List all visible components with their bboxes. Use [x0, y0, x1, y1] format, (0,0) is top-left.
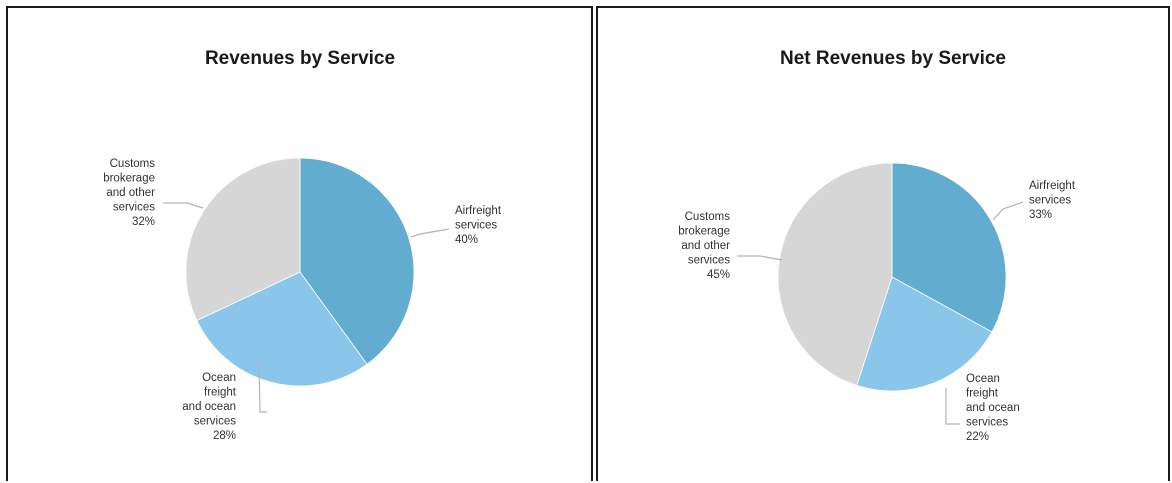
- leader-line-airfreight: [410, 228, 450, 238]
- leader-line-customs: [737, 255, 783, 261]
- slice-label-line: services: [113, 202, 155, 214]
- revenues-pie-chart: Revenues by Service Airfreight services 40…: [103, 48, 502, 442]
- revenues-chart-panel: Revenues by Service Airfreight services 40…: [6, 6, 593, 481]
- slice-label-line: Airfreight: [455, 205, 502, 217]
- slice-label-airfreight: Airfreight services 40%: [455, 205, 502, 246]
- slice-label-line: Ocean: [202, 372, 236, 384]
- slice-label-line: and other: [106, 187, 155, 199]
- chart-title: Net Revenues by Service: [780, 48, 1006, 69]
- leader-line-customs: [163, 202, 204, 209]
- slice-value-label: 40%: [455, 234, 478, 246]
- slice-label-line: services: [966, 417, 1008, 429]
- pie-slice-airfreight: [299, 157, 415, 365]
- slice-label-customs: Customs brokerage and other services 32%: [103, 158, 155, 228]
- chart-title: Revenues by Service: [205, 48, 395, 69]
- net-revenues-pie-chart: Net Revenues by Service Airfreight servic…: [678, 48, 1076, 443]
- slice-value-label: 28%: [213, 430, 236, 442]
- slice-label-line: and ocean: [966, 402, 1020, 414]
- slice-value-label: 45%: [707, 269, 730, 281]
- slice-label-line: and other: [681, 240, 730, 252]
- slice-label-line: services: [194, 416, 236, 428]
- leader-line-airfreight: [992, 201, 1024, 221]
- net-revenues-chart-panel: Net Revenues by Service Airfreight servic…: [596, 6, 1170, 481]
- slice-label-ocean: Ocean freight and ocean services 28%: [182, 372, 237, 442]
- leader-line-ocean: [945, 388, 960, 425]
- pie-slice-ocean: [196, 271, 368, 387]
- slice-label-line: freight: [966, 388, 999, 400]
- slice-label-line: services: [1029, 195, 1071, 207]
- slice-value-label: 22%: [966, 431, 989, 443]
- slice-label-line: brokerage: [678, 226, 730, 238]
- slice-label-line: Customs: [685, 211, 731, 223]
- slice-label-airfreight: Airfreight services 33%: [1029, 180, 1076, 221]
- pie-slice-customs: [185, 157, 301, 322]
- slice-value-label: 33%: [1029, 209, 1052, 221]
- slice-label-line: and ocean: [182, 401, 236, 413]
- slice-label-line: Ocean: [966, 373, 1000, 385]
- slice-value-label: 32%: [132, 216, 155, 228]
- slice-label-line: services: [688, 255, 730, 267]
- pie-slice-ocean: [856, 276, 993, 392]
- leader-line-ocean: [258, 362, 267, 413]
- slice-label-line: Airfreight: [1029, 180, 1076, 192]
- slice-label-customs: Customs brokerage and other services 45%: [678, 211, 730, 281]
- pie-slice-airfreight: [891, 162, 1007, 333]
- slice-label-line: Customs: [110, 158, 156, 170]
- slice-label-line: brokerage: [103, 173, 155, 185]
- slice-label-line: freight: [204, 387, 237, 399]
- slice-label-ocean: Ocean freight and ocean services 22%: [966, 373, 1020, 443]
- slice-label-line: services: [455, 220, 497, 232]
